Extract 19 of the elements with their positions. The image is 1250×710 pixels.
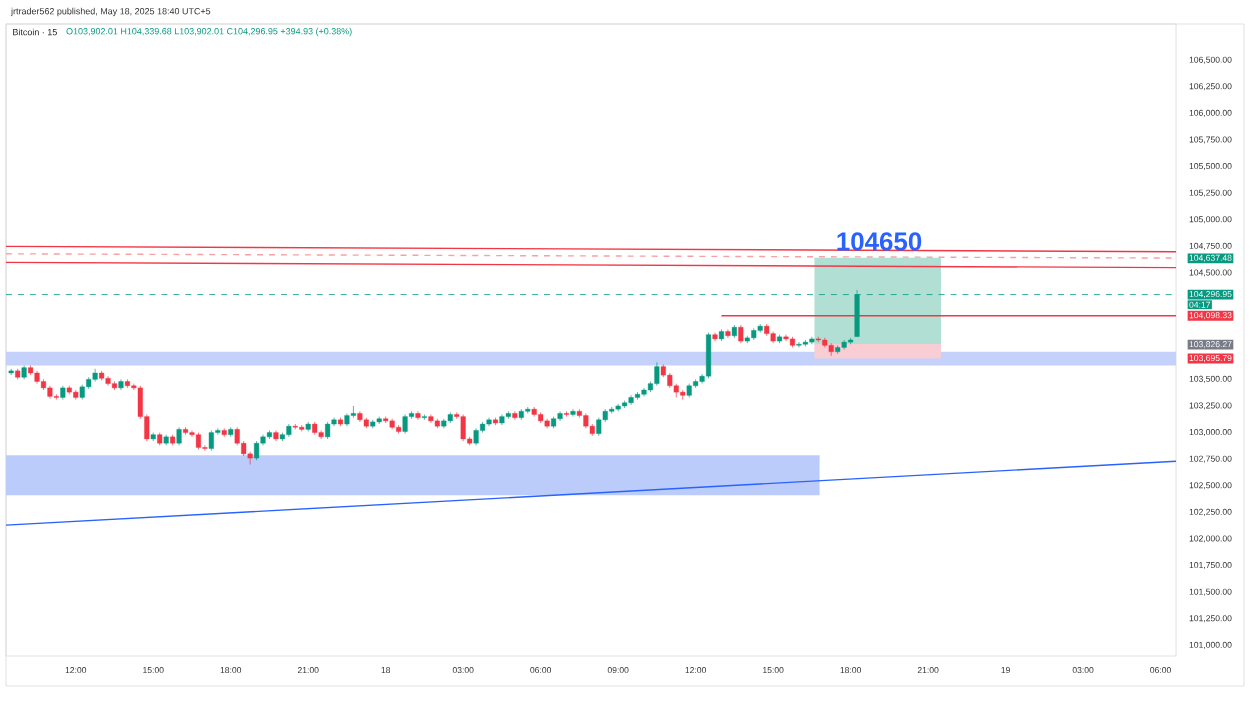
candlestick xyxy=(563,410,570,417)
candlestick xyxy=(350,405,356,419)
candlestick xyxy=(738,324,744,344)
candlestick xyxy=(318,430,324,440)
candlestick xyxy=(402,414,408,434)
candlestick xyxy=(654,361,660,387)
candlestick xyxy=(628,394,634,406)
candlestick xyxy=(208,430,214,451)
candlestick xyxy=(176,426,182,446)
candlestick xyxy=(596,417,602,437)
candlestick xyxy=(706,332,712,379)
candlestick xyxy=(557,410,563,422)
candlestick xyxy=(460,414,466,442)
candlestick xyxy=(357,410,363,423)
candlestick xyxy=(105,375,111,387)
annotation: 104650 xyxy=(837,232,922,251)
candlestick xyxy=(428,414,434,424)
candlestick xyxy=(254,440,260,461)
candlestick xyxy=(725,329,731,339)
